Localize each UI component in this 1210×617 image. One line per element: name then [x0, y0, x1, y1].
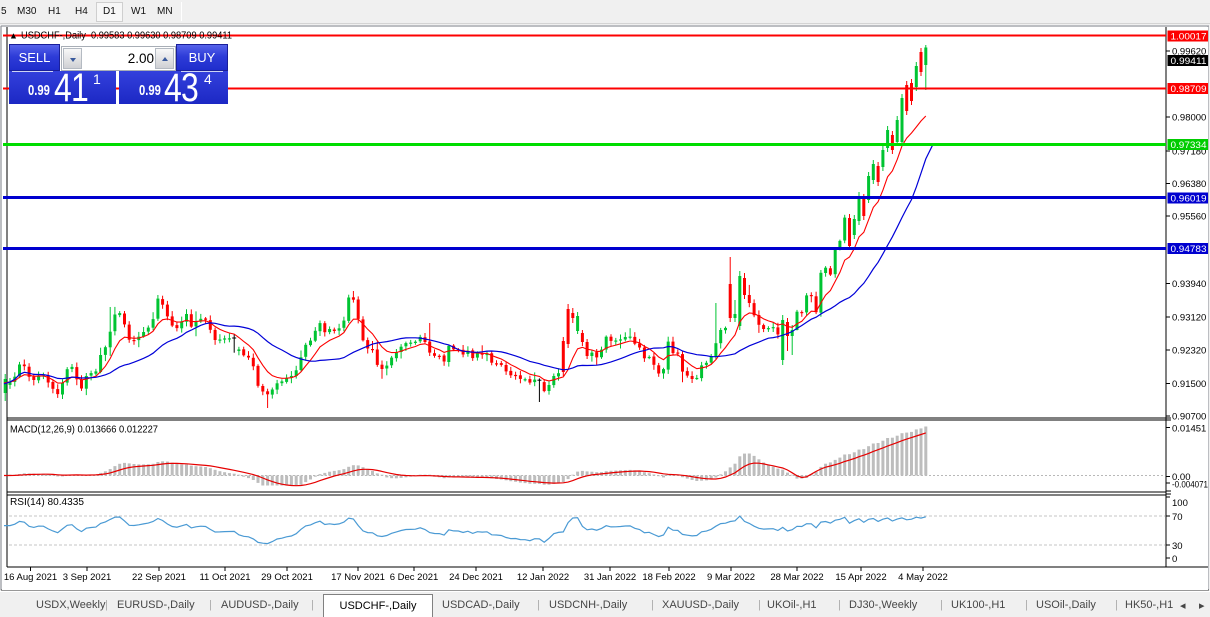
svg-text:0.97180: 0.97180 — [1172, 147, 1206, 158]
svg-text:0.99411: 0.99411 — [1171, 56, 1207, 67]
svg-text:3 Sep 2021: 3 Sep 2021 — [63, 572, 112, 583]
svg-text:1.00017: 1.00017 — [1171, 32, 1207, 43]
svg-text:0.97334: 0.97334 — [1171, 140, 1207, 151]
svg-text:0.93120: 0.93120 — [1172, 313, 1206, 324]
svg-text:70: 70 — [1172, 512, 1183, 523]
svg-text:30: 30 — [1172, 541, 1183, 552]
svg-text:4 May 2022: 4 May 2022 — [898, 572, 948, 583]
svg-text:0.96380: 0.96380 — [1172, 179, 1206, 190]
svg-text:-0.004071: -0.004071 — [1172, 480, 1208, 491]
svg-text:MACD(12,26,9) 0.013666 0.01222: MACD(12,26,9) 0.013666 0.012227 — [10, 425, 158, 436]
svg-text:16 Aug 2021: 16 Aug 2021 — [4, 572, 57, 583]
svg-text:0.93940: 0.93940 — [1172, 279, 1206, 290]
svg-text:▲: ▲ — [9, 31, 18, 41]
svg-text:0.94783: 0.94783 — [1171, 244, 1207, 255]
svg-text:RSI(14) 80.4335: RSI(14) 80.4335 — [10, 497, 84, 508]
svg-text:9 Mar 2022: 9 Mar 2022 — [707, 572, 755, 583]
svg-text:0.01451: 0.01451 — [1172, 424, 1206, 435]
svg-text:17 Nov 2021: 17 Nov 2021 — [331, 572, 385, 583]
svg-text:0.92320: 0.92320 — [1172, 346, 1206, 357]
svg-text:6 Dec 2021: 6 Dec 2021 — [390, 572, 439, 583]
svg-text:0.96019: 0.96019 — [1171, 194, 1207, 205]
svg-text:0.91500: 0.91500 — [1172, 379, 1206, 390]
svg-text:0.95560: 0.95560 — [1172, 212, 1206, 223]
svg-text:USDCHF-,Daily 0.99583 0.99630: USDCHF-,Daily 0.99583 0.99630 0.98709 0.… — [21, 31, 232, 42]
svg-text:22 Sep 2021: 22 Sep 2021 — [132, 572, 186, 583]
svg-text:15 Apr 2022: 15 Apr 2022 — [835, 572, 886, 583]
svg-text:0.98709: 0.98709 — [1171, 84, 1207, 95]
svg-text:29 Oct 2021: 29 Oct 2021 — [261, 572, 313, 583]
svg-text:31 Jan 2022: 31 Jan 2022 — [584, 572, 636, 583]
svg-text:0.98000: 0.98000 — [1172, 113, 1206, 124]
svg-text:28 Mar 2022: 28 Mar 2022 — [770, 572, 823, 583]
svg-text:11 Oct 2021: 11 Oct 2021 — [199, 572, 250, 583]
svg-text:18 Feb 2022: 18 Feb 2022 — [642, 572, 695, 583]
svg-text:0: 0 — [1172, 554, 1177, 565]
svg-text:0.90700: 0.90700 — [1172, 412, 1206, 423]
svg-text:100: 100 — [1172, 498, 1188, 509]
svg-text:0.00: 0.00 — [1172, 472, 1191, 483]
svg-text:0.99620: 0.99620 — [1172, 47, 1206, 58]
svg-text:24 Dec 2021: 24 Dec 2021 — [449, 572, 503, 583]
svg-text:12 Jan 2022: 12 Jan 2022 — [517, 572, 569, 583]
